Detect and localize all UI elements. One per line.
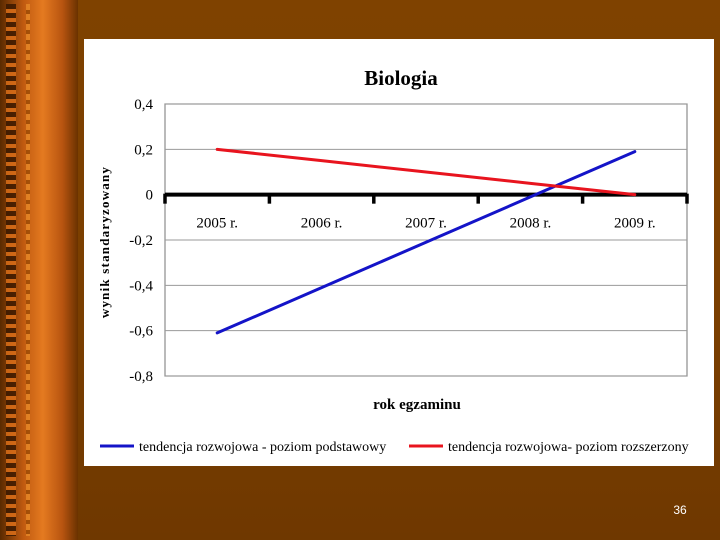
y-tick-label: 0,2 xyxy=(134,142,153,158)
decorative-chain-pattern xyxy=(6,4,16,536)
slide-number: 36 xyxy=(673,503,687,517)
chart-panel: Biologia wynik standaryzowany rok egzami… xyxy=(84,39,714,466)
y-tick-label: 0 xyxy=(146,188,154,204)
y-tick-label: -0,6 xyxy=(129,324,153,340)
line-chart: Biologia wynik standaryzowany rok egzami… xyxy=(97,66,689,455)
x-tick-label: 2008 r. xyxy=(510,216,552,232)
chart-title: Biologia xyxy=(364,66,438,90)
y-tick-label: -0,8 xyxy=(129,369,153,385)
series-line-2 xyxy=(215,147,637,197)
legend-label-1: tendencja rozwojowa - poziom podstawowy xyxy=(139,440,386,455)
y-axis-label: wynik standaryzowany xyxy=(97,166,112,318)
decorative-side-bar xyxy=(0,0,78,540)
y-tick-label: -0,2 xyxy=(129,233,153,249)
decorative-stripe-pattern xyxy=(26,4,30,536)
x-axis-label: rok egzaminu xyxy=(373,397,461,413)
legend-label-2: tendencja rozwojowa- poziom rozszerzony xyxy=(448,440,689,455)
x-tick-label: 2009 r. xyxy=(614,216,656,232)
y-tick-label: 0,4 xyxy=(134,97,153,113)
y-tick-label: -0,4 xyxy=(129,278,153,294)
series-line-1 xyxy=(215,150,637,335)
x-tick-label: 2005 r. xyxy=(196,216,238,232)
x-tick-label: 2006 r. xyxy=(301,216,343,232)
x-tick-label: 2007 r. xyxy=(405,216,447,232)
